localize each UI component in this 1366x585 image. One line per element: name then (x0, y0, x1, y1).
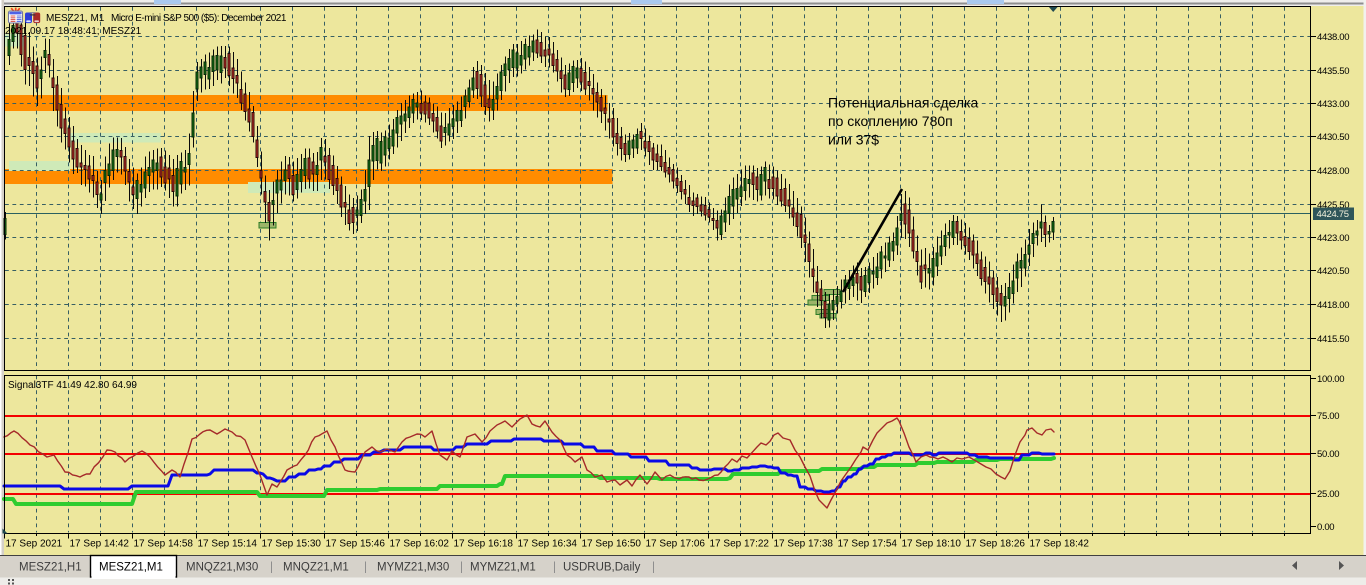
svg-text:25.00: 25.00 (1317, 489, 1339, 500)
svg-text:17 Sep 14:58: 17 Sep 14:58 (134, 539, 194, 550)
svg-text:4418.00: 4418.00 (1317, 300, 1349, 311)
svg-text:MNQZ21,M1: MNQZ21,M1 (283, 562, 349, 574)
svg-text:MYMZ21,M30: MYMZ21,M30 (377, 562, 449, 574)
svg-text:17 Sep 14:42: 17 Sep 14:42 (70, 539, 130, 550)
svg-text:MESZ21,H1: MESZ21,H1 (19, 562, 82, 574)
svg-text:4415.50: 4415.50 (1317, 334, 1349, 345)
svg-text:17 Sep 17:54: 17 Sep 17:54 (838, 539, 898, 550)
svg-text:2021.09.17 18:48:41; MESZ21: 2021.09.17 18:48:41; MESZ21 (5, 26, 142, 37)
svg-text:Потенциальная сделка: Потенциальная сделка (828, 95, 978, 111)
svg-text:17 Sep 17:22: 17 Sep 17:22 (710, 539, 770, 550)
svg-text:75.00: 75.00 (1317, 411, 1339, 422)
svg-text:4423.00: 4423.00 (1317, 233, 1349, 244)
svg-text:MESZ21, M1: MESZ21, M1 (46, 13, 105, 24)
svg-text:USDRUB,Daily: USDRUB,Daily (563, 562, 641, 574)
svg-text:100.00: 100.00 (1317, 374, 1344, 385)
svg-text:MNQZ21,M30: MNQZ21,M30 (186, 562, 258, 574)
svg-text:17 Sep 17:06: 17 Sep 17:06 (646, 539, 706, 550)
svg-text:4433.00: 4433.00 (1317, 99, 1349, 110)
svg-text:|: | (553, 562, 556, 574)
svg-text:4424.75: 4424.75 (1317, 209, 1349, 220)
svg-text:17 Sep 18:42: 17 Sep 18:42 (1030, 539, 1090, 550)
svg-text:4435.50: 4435.50 (1317, 66, 1349, 77)
svg-text:4420.50: 4420.50 (1317, 266, 1349, 277)
svg-text:|: | (270, 562, 273, 574)
svg-text:17 Sep 15:46: 17 Sep 15:46 (326, 539, 386, 550)
svg-text:17 Sep 17:38: 17 Sep 17:38 (774, 539, 834, 550)
svg-text:4428.00: 4428.00 (1317, 166, 1349, 177)
svg-text:4430.50: 4430.50 (1317, 132, 1349, 143)
svg-text:17 Sep 18:10: 17 Sep 18:10 (902, 539, 962, 550)
svg-text:4425.50: 4425.50 (1317, 200, 1349, 211)
svg-text:|: | (652, 562, 655, 574)
svg-text:0.00: 0.00 (1317, 522, 1334, 533)
svg-text:Signal3TF 41.49 42.80 64.99: Signal3TF 41.49 42.80 64.99 (8, 380, 137, 391)
svg-text:Micro E-mini S&P 500 ($5): Dec: Micro E-mini S&P 500 ($5): December 2021 (111, 13, 287, 24)
svg-text:по скоплению 780п: по скоплению 780п (828, 113, 953, 129)
svg-text:17 Sep 15:14: 17 Sep 15:14 (198, 539, 258, 550)
svg-text:50.00: 50.00 (1317, 449, 1339, 460)
svg-text:17 Sep 16:50: 17 Sep 16:50 (582, 539, 642, 550)
svg-text:17 Sep 2021: 17 Sep 2021 (6, 539, 63, 550)
svg-text:17 Sep 15:30: 17 Sep 15:30 (262, 539, 322, 550)
svg-text:|: | (460, 562, 463, 574)
svg-text:17 Sep 16:02: 17 Sep 16:02 (390, 539, 450, 550)
svg-text:4438.00: 4438.00 (1317, 32, 1349, 43)
svg-text:MYMZ21,M1: MYMZ21,M1 (470, 562, 536, 574)
svg-text:17 Sep 16:34: 17 Sep 16:34 (518, 539, 578, 550)
svg-text:или 37$: или 37$ (828, 132, 879, 148)
svg-text:|: | (364, 562, 367, 574)
svg-text:17 Sep 16:18: 17 Sep 16:18 (454, 539, 514, 550)
svg-text:MESZ21,M1: MESZ21,M1 (99, 562, 163, 574)
svg-text:17 Sep 18:26: 17 Sep 18:26 (966, 539, 1026, 550)
